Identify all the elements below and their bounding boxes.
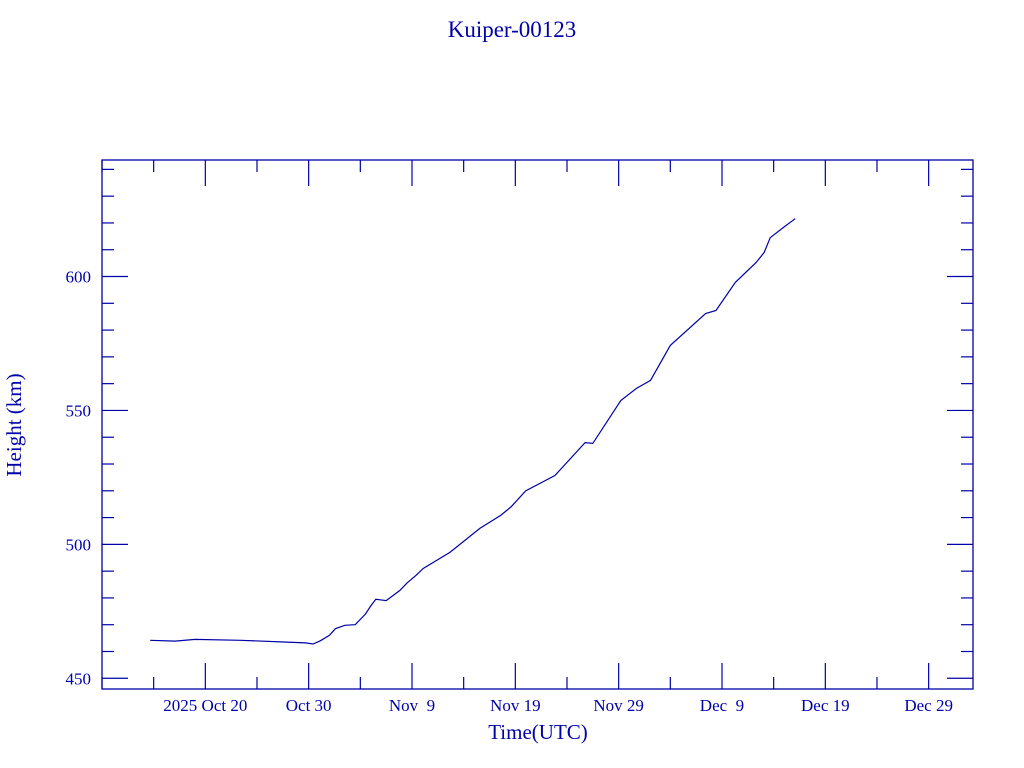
- x-tick-label: Dec 19: [801, 696, 850, 715]
- x-tick-label: Nov 9: [389, 696, 435, 715]
- chart-title: Kuiper-00123: [448, 17, 577, 42]
- x-tick-label: Nov 19: [490, 696, 541, 715]
- tick-labels: 2025 Oct 20 Oct 30 Nov 9 Nov 19 Nov 29 Dec 9 D…: [66, 268, 953, 715]
- y-axis-label: Height (km): [2, 373, 26, 476]
- x-tick-label: 2025 Oct 20: [163, 696, 247, 715]
- plot-frame: [101, 159, 974, 690]
- axis-ticks: [101, 160, 973, 689]
- x-axis-label: Time(UTC): [488, 720, 588, 744]
- x-tick-label: Oct 30: [286, 696, 332, 715]
- x-tick-label: Dec 29: [904, 696, 953, 715]
- y-tick-label: 550: [66, 401, 92, 420]
- x-tick-label: Dec 9: [700, 696, 744, 715]
- series-line: [150, 218, 796, 645]
- y-tick-label: 500: [66, 535, 92, 554]
- y-tick-label: 450: [66, 669, 92, 688]
- x-tick-label: Nov 29: [593, 696, 644, 715]
- y-tick-label: 600: [66, 268, 92, 287]
